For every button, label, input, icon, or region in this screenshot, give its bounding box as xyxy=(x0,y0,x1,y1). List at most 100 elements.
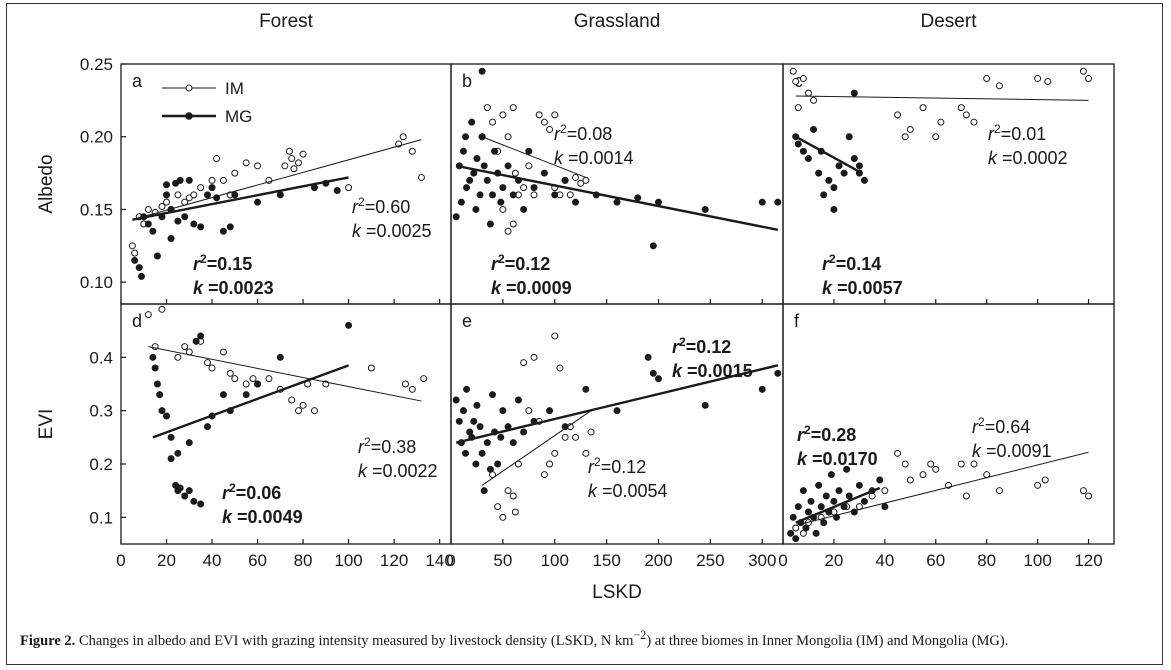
mg-point xyxy=(478,449,486,457)
mg-point xyxy=(462,133,470,141)
y-tick-label: 0.25 xyxy=(80,55,113,74)
panel-letter-b: b xyxy=(462,71,472,91)
panel-a: Forest Albedo 0.10 0.15 0.20 0.25 a r2=0.60 k =0… xyxy=(36,11,452,305)
x-tick-label: 40 xyxy=(875,551,894,570)
mg-point xyxy=(149,227,157,235)
mg-point xyxy=(190,220,198,228)
mg-point xyxy=(208,184,216,192)
mg-point xyxy=(468,118,476,126)
mg-point xyxy=(463,385,471,393)
mg-point xyxy=(820,519,828,527)
mg-point xyxy=(144,220,152,228)
mg-point xyxy=(203,423,211,431)
im-point xyxy=(494,503,502,511)
im-point xyxy=(367,364,375,372)
im-point xyxy=(181,343,189,351)
mg-r2-value: 0.12 xyxy=(696,337,731,357)
mg-point xyxy=(185,439,193,447)
im-k-value: 0.0091 xyxy=(997,441,1052,461)
mg-k-value: 0.0170 xyxy=(823,449,878,469)
mg-point xyxy=(509,439,517,447)
mg-point xyxy=(807,497,815,505)
mg-point xyxy=(514,396,522,404)
im-point xyxy=(128,242,136,250)
im-point xyxy=(1034,75,1042,83)
mg-point xyxy=(815,169,823,177)
im-point xyxy=(556,364,564,372)
y-tick-label: 0.1 xyxy=(89,508,113,527)
im-point xyxy=(561,433,569,441)
mg-point xyxy=(174,217,182,225)
im-fit-line xyxy=(481,136,587,178)
mg-point xyxy=(197,223,205,231)
x-tick-label: 0 xyxy=(116,551,125,570)
im-r2-value: 0.12 xyxy=(611,457,646,477)
mg-point xyxy=(787,529,795,537)
im-point xyxy=(190,191,198,199)
mg-point xyxy=(494,460,502,468)
mg-point xyxy=(758,198,766,206)
mg-point xyxy=(486,220,494,228)
mg-point xyxy=(455,417,463,425)
mg-point xyxy=(850,89,858,97)
mg-point xyxy=(163,181,171,189)
mg-point xyxy=(497,198,505,206)
mg-point xyxy=(561,176,569,184)
caption-text-after: ) at three biomes in Inner Mongolia (IM)… xyxy=(646,632,1009,649)
mg-point xyxy=(520,428,528,436)
im-point xyxy=(551,332,559,340)
panel-letter-e: e xyxy=(462,311,472,331)
im-k-label: k =0.0054 xyxy=(588,481,668,501)
im-point xyxy=(970,460,978,468)
im-point xyxy=(520,184,528,192)
im-r2-label: r2=0.08 xyxy=(554,122,612,144)
panel-d: EVI 0.1 0.2 0.3 0.4 0 20 40 60 80 100 120 140 d r2=0.3… xyxy=(36,303,454,570)
mg-point xyxy=(203,191,211,199)
im-point xyxy=(408,147,416,155)
im-point xyxy=(213,155,221,163)
im-point xyxy=(299,401,307,409)
mg-point xyxy=(197,500,205,508)
x-tick-label: 120 xyxy=(1074,551,1102,570)
im-point xyxy=(995,82,1003,90)
mg-point xyxy=(489,391,496,399)
mg-fit-line xyxy=(152,364,350,439)
mg-r2-label: r2=0.15 xyxy=(193,252,252,274)
im-k-label: k =0.0022 xyxy=(358,461,438,481)
im-point xyxy=(265,375,273,383)
mg-point xyxy=(810,125,818,133)
x-tick-label: 20 xyxy=(157,551,176,570)
mg-point xyxy=(774,198,782,206)
mg-point xyxy=(167,433,175,441)
im-point xyxy=(572,173,579,181)
y-axis-label-evi: EVI xyxy=(36,409,57,440)
mg-point xyxy=(649,369,657,377)
caption-text-before: Changes in albedo and EVI with grazing i… xyxy=(78,632,634,649)
im-k-value: 0.0002 xyxy=(1013,148,1068,168)
im-point xyxy=(401,380,409,388)
mg-point xyxy=(794,140,802,148)
mg-point xyxy=(197,332,205,340)
panel-b-border xyxy=(450,63,784,305)
im-point xyxy=(530,191,538,199)
im-point xyxy=(927,460,935,468)
mg-k-label: k =0.0057 xyxy=(822,278,903,298)
mg-point xyxy=(185,487,193,495)
im-point xyxy=(810,96,818,104)
im-point xyxy=(219,348,227,356)
panel-e: 0 50 100 150 200 250 300 e r2=0.12 k =0.0054 r2=0.… xyxy=(446,303,784,570)
mg-point xyxy=(181,492,189,500)
im-point xyxy=(504,133,512,141)
im-point xyxy=(546,125,554,133)
im-point xyxy=(208,176,216,184)
mg-point xyxy=(774,369,782,377)
im-point xyxy=(894,111,902,119)
x-tick-label: 100 xyxy=(541,551,569,570)
mg-point xyxy=(151,364,159,372)
im-point xyxy=(242,380,250,388)
y-tick-label: 0.4 xyxy=(89,348,113,367)
mg-point xyxy=(131,256,139,264)
mg-r2-value: 0.15 xyxy=(217,254,252,274)
mg-point xyxy=(881,503,889,511)
